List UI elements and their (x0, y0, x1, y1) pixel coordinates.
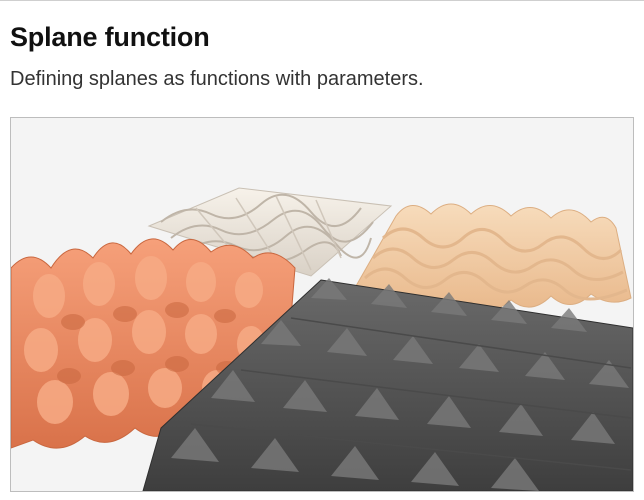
preview-image[interactable] (10, 117, 634, 492)
card-subtitle: Defining splanes as functions with param… (10, 68, 424, 90)
card-title: Splane function (10, 22, 210, 52)
top-divider (0, 0, 644, 1)
dark-grey-spikes-surface (142, 278, 633, 491)
splane-render (11, 187, 633, 491)
